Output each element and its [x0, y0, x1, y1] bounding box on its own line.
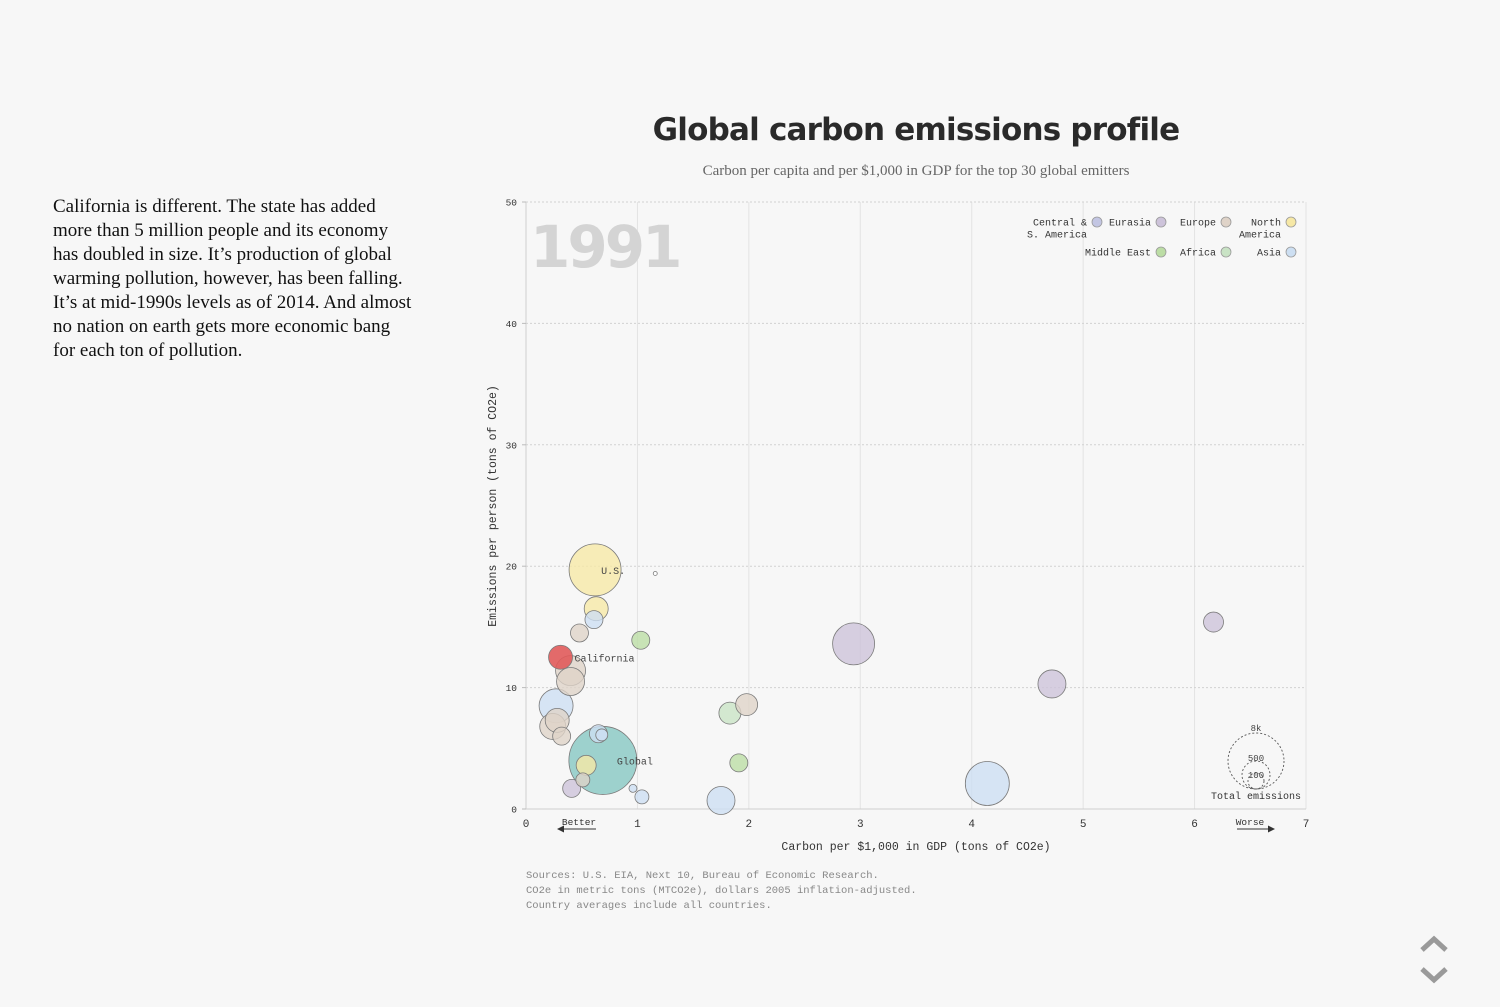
y-tick-label: 40: [506, 319, 518, 330]
y-tick-label: 30: [506, 440, 518, 451]
legend-label: Europe: [1180, 219, 1216, 230]
worse-indicator: Worse: [1236, 817, 1275, 833]
size-legend-circle: [1247, 772, 1265, 790]
y-tick-label: 0: [511, 805, 517, 816]
better-indicator: Better: [557, 817, 596, 833]
worse-arrowhead: [1268, 825, 1275, 833]
point-label: Global: [617, 756, 653, 768]
data-point: [652, 571, 658, 576]
data-point: [729, 753, 749, 773]
legend-label: Asia: [1257, 248, 1281, 260]
x-tick-label: 3: [857, 819, 864, 831]
size-legend-value: 500: [1248, 754, 1264, 764]
worse-label: Worse: [1236, 817, 1265, 828]
scroll-down-button[interactable]: [1418, 962, 1450, 986]
size-legend-value: 8k: [1251, 724, 1262, 734]
data-point: [634, 789, 650, 805]
legend-label: Central &: [1033, 218, 1087, 230]
point-label: California: [575, 653, 635, 665]
size-legend: 8k 500 100 Total emissions: [1211, 724, 1301, 803]
legend-swatch: [1220, 246, 1232, 258]
data-point: [575, 772, 591, 788]
scroll-up-button[interactable]: [1418, 932, 1450, 956]
data-point: [1037, 669, 1067, 699]
x-tick-label: 5: [1080, 819, 1087, 831]
x-tick-label: 4: [968, 819, 975, 831]
legend-label: Eurasia: [1109, 218, 1151, 230]
sources-line: Sources: U.S. EIA, Next 10, Bureau of Ec…: [526, 870, 879, 882]
region-legend: Central &S. America Eurasia Europe NorthAme…: [1027, 216, 1297, 260]
data-point: [552, 726, 572, 746]
narrative-text: California is different. The state has a…: [53, 196, 412, 361]
legend-swatch: [1155, 216, 1167, 228]
data-point: [595, 728, 609, 742]
size-legend-value: 100: [1248, 771, 1264, 781]
chevron-up-icon: [1420, 935, 1448, 952]
y-tick-label: 50: [506, 198, 518, 209]
point-us: [568, 543, 622, 597]
data-point: [570, 623, 589, 643]
y-axis-label: Emissions per person (tons of CO2e): [487, 385, 500, 627]
data-point: [964, 761, 1010, 806]
size-legend-title: Total emissions: [1211, 791, 1301, 803]
point-label: U.S.: [601, 567, 625, 578]
data-point: [832, 622, 875, 666]
legend-label: Middle East: [1085, 248, 1151, 260]
x-tick-label: 1: [634, 819, 641, 831]
x-axis-label: Carbon per $1,000 in GDP (tons of CO2e): [781, 841, 1050, 854]
x-tick-label: 2: [746, 819, 753, 831]
sources-note: Sources: U.S. EIA, Next 10, Bureau of Ec…: [526, 869, 917, 914]
chart-title: Global carbon emissions profile: [652, 112, 1180, 148]
point-california: [548, 644, 573, 670]
data-point: [584, 610, 604, 630]
y-tick-label: 10: [506, 683, 518, 694]
units-line: CO2e in metric tons (MTCO2e), dollars 20…: [526, 885, 917, 897]
data-point: [628, 783, 638, 793]
legend-label: America: [1239, 230, 1281, 242]
x-tick-label: 0: [523, 819, 530, 831]
legend-label: North: [1251, 218, 1281, 230]
data-point: [556, 667, 585, 696]
x-tick-label: 6: [1191, 819, 1198, 831]
x-tick-label: 7: [1303, 819, 1310, 831]
better-arrowhead: [557, 825, 564, 833]
better-label: Better: [562, 817, 596, 828]
legend-swatch: [1220, 216, 1232, 228]
legend-swatch: [1285, 246, 1297, 258]
data-point: [706, 786, 736, 815]
data-point: [1203, 611, 1224, 633]
size-legend-circle: [1227, 732, 1285, 790]
legend-swatch: [1155, 246, 1167, 258]
data-point: [631, 630, 651, 650]
chevron-down-icon: [1420, 967, 1448, 984]
averages-line: Country averages include all countries.: [526, 900, 772, 912]
legend-label: S. America: [1027, 230, 1087, 242]
legend-label: Africa: [1180, 248, 1216, 260]
legend-swatch: [1285, 216, 1297, 228]
y-tick-label: 20: [506, 562, 518, 573]
data-point: [562, 778, 582, 798]
axes: 0 1 2 3 4 5 6 7 0 10 20 30 40 50: [506, 198, 1310, 832]
data-points: U.S. Global California: [538, 543, 1224, 815]
data-point: [575, 754, 597, 776]
chart-subtitle: Carbon per capita and per $1,000 in GDP …: [702, 163, 1130, 179]
data-point: [735, 693, 759, 716]
grid-layer: [526, 201, 1307, 809]
legend-swatch: [1091, 216, 1103, 228]
year-label: 1991: [530, 213, 679, 281]
